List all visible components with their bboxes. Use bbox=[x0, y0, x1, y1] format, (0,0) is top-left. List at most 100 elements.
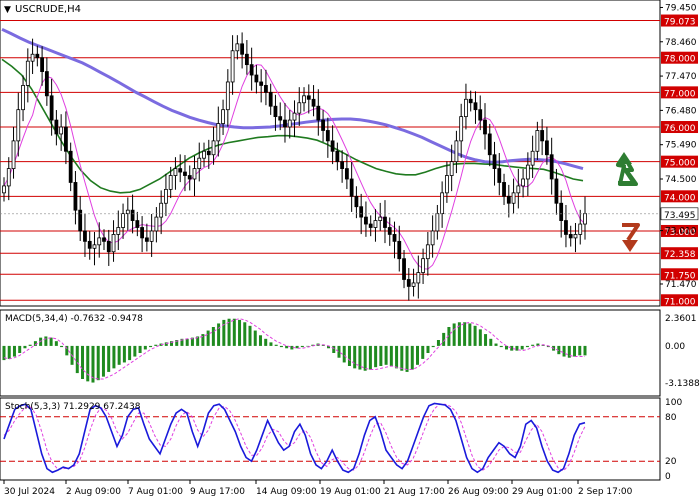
candle-body bbox=[545, 141, 548, 155]
candle-body bbox=[488, 134, 491, 155]
candle-body bbox=[503, 182, 506, 196]
candle-body bbox=[422, 259, 425, 273]
candle-body bbox=[245, 54, 248, 64]
macd-histogram-bar bbox=[573, 346, 576, 357]
macd-histogram-bar bbox=[432, 346, 435, 347]
candle-body bbox=[464, 99, 467, 116]
macd-tick-label: -3.1388 bbox=[665, 379, 700, 389]
candle-body bbox=[74, 182, 77, 210]
candle-body bbox=[41, 58, 44, 72]
candle-body bbox=[483, 120, 486, 134]
candle-body bbox=[55, 120, 58, 134]
candle-body bbox=[203, 151, 206, 158]
candle-body bbox=[341, 162, 344, 169]
candle-body bbox=[136, 221, 139, 228]
candle-body bbox=[155, 217, 158, 231]
macd-histogram-bar bbox=[264, 339, 267, 346]
candle-body bbox=[69, 151, 72, 182]
time-tick-label: 19 Aug 01:00 bbox=[320, 487, 381, 497]
macd-histogram-bar bbox=[222, 320, 225, 346]
macd-histogram-bar bbox=[280, 346, 283, 347]
candle-body bbox=[188, 176, 191, 179]
level-label: 76.000 bbox=[664, 124, 696, 134]
macd-histogram-bar bbox=[238, 320, 241, 346]
candle-body bbox=[374, 221, 377, 228]
chart-title-arrow-icon: ▼ bbox=[4, 5, 11, 15]
macd-histogram-bar bbox=[353, 346, 356, 368]
candle-body bbox=[283, 120, 286, 127]
candle-body bbox=[531, 151, 534, 165]
macd-histogram-bar bbox=[18, 346, 21, 353]
candle-body bbox=[93, 245, 96, 248]
candle-body bbox=[493, 155, 496, 169]
macd-histogram-bar bbox=[385, 346, 388, 365]
candle-body bbox=[522, 179, 525, 186]
macd-histogram-bar bbox=[484, 334, 487, 346]
macd-histogram-bar bbox=[463, 322, 466, 346]
macd-histogram-bar bbox=[55, 341, 58, 346]
candle-body bbox=[264, 85, 267, 92]
macd-histogram-bar bbox=[97, 346, 100, 380]
macd-histogram-bar bbox=[411, 346, 414, 370]
macd-histogram-bar bbox=[390, 346, 393, 366]
macd-histogram-bar bbox=[233, 319, 236, 346]
candle-body bbox=[255, 75, 258, 82]
macd-histogram-bar bbox=[337, 346, 340, 358]
candle-body bbox=[3, 186, 6, 193]
macd-tick-label: 0.00 bbox=[665, 342, 685, 352]
candle-body bbox=[103, 238, 106, 241]
level-label: 75.000 bbox=[664, 159, 696, 169]
time-tick-label: 7 Aug 01:00 bbox=[128, 487, 183, 497]
candle-body bbox=[36, 54, 39, 57]
candle-body bbox=[79, 210, 82, 231]
candle-body bbox=[360, 207, 363, 217]
candle-body bbox=[279, 117, 282, 120]
macd-label: MACD(5,34,4) -0.7632 -0.9478 bbox=[5, 314, 143, 324]
candle-body bbox=[574, 234, 577, 237]
candle-body bbox=[364, 217, 367, 224]
macd-histogram-bar bbox=[243, 322, 246, 346]
candle-body bbox=[431, 231, 434, 245]
macd-histogram-bar bbox=[474, 326, 477, 346]
time-tick-label: 2 Aug 09:00 bbox=[66, 487, 121, 497]
candle-body bbox=[445, 176, 448, 193]
level-label: 72.358 bbox=[664, 250, 696, 260]
candle-body bbox=[198, 158, 201, 168]
macd-histogram-bar bbox=[416, 346, 419, 365]
price-tick-label: 78.460 bbox=[665, 38, 697, 48]
time-tick-label: 30 Jul 2024 bbox=[4, 487, 55, 497]
candle-body bbox=[441, 193, 444, 214]
candle-body bbox=[369, 224, 372, 227]
candle-body bbox=[12, 141, 15, 169]
macd-histogram-bar bbox=[531, 345, 534, 346]
candle-body bbox=[584, 214, 587, 224]
time-tick-label: 2 Sep 17:00 bbox=[578, 487, 633, 497]
level-label: 77.000 bbox=[664, 89, 696, 99]
macd-histogram-bar bbox=[584, 346, 587, 355]
current-price-label: 73.495 bbox=[664, 211, 696, 221]
candle-body bbox=[126, 210, 129, 213]
price-tick-label: 77.470 bbox=[665, 72, 697, 82]
candle-body bbox=[98, 238, 101, 245]
candle-body bbox=[288, 120, 291, 127]
candle-body bbox=[355, 196, 358, 206]
candle-body bbox=[31, 54, 34, 61]
macd-histogram-bar bbox=[269, 342, 272, 346]
price-tick-label: 73.010 bbox=[665, 227, 697, 237]
stoch-tick-label: 80 bbox=[665, 413, 677, 423]
candle-body bbox=[550, 155, 553, 179]
price-tick-label: 76.480 bbox=[665, 106, 697, 116]
candle-body bbox=[398, 241, 401, 258]
macd-histogram-bar bbox=[259, 335, 262, 346]
macd-histogram-bar bbox=[343, 346, 346, 363]
candle-body bbox=[179, 169, 182, 172]
macd-histogram-bar bbox=[81, 346, 84, 379]
macd-histogram-bar bbox=[426, 346, 429, 353]
candle-body bbox=[193, 169, 196, 179]
macd-histogram-bar bbox=[348, 346, 351, 366]
candle-body bbox=[260, 82, 263, 85]
macd-histogram-bar bbox=[306, 346, 309, 347]
macd-histogram-bar bbox=[364, 346, 367, 371]
candle-body bbox=[403, 259, 406, 280]
macd-histogram-bar bbox=[212, 327, 215, 346]
